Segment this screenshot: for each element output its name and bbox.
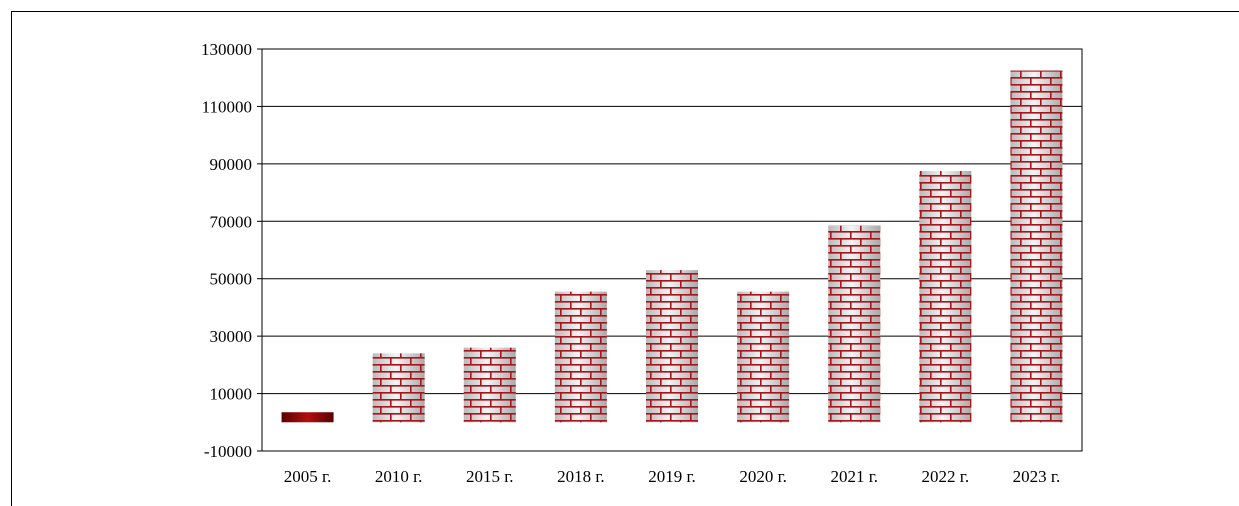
y-tick-label: 10000	[210, 385, 253, 404]
bar	[1010, 70, 1063, 423]
bar-brick-texture	[919, 171, 972, 423]
x-tick-label: 2020 г.	[739, 467, 787, 486]
y-tick-label: 30000	[210, 327, 253, 346]
bar-brick-texture	[646, 270, 698, 423]
y-tick-label: -10000	[204, 442, 252, 461]
plot-area-border	[261, 48, 1083, 452]
y-axis-labels: -10000 10000 30000 50000 70000 90000 110000 130…	[201, 40, 252, 461]
axes	[257, 48, 1083, 452]
y-tick-label: 50000	[210, 270, 253, 289]
bar	[372, 353, 425, 423]
x-tick-label: 2022 г.	[922, 467, 970, 486]
bar	[919, 171, 972, 423]
bar-brick-texture	[737, 291, 790, 423]
x-tick-label: 2021 г.	[830, 467, 878, 486]
y-tick-label: 70000	[210, 212, 253, 231]
bar	[463, 347, 516, 423]
bar	[646, 270, 698, 423]
bar-body	[281, 412, 334, 423]
x-tick-label: 2019 г.	[648, 467, 696, 486]
bar-brick-texture	[1010, 70, 1063, 423]
bar-brick-texture	[828, 225, 881, 423]
chart-frame	[11, 11, 1239, 506]
bar-brick-texture	[463, 347, 516, 423]
bar	[554, 291, 607, 423]
x-tick-label: 2010 г.	[375, 467, 423, 486]
x-tick-label: 2023 г.	[1013, 467, 1061, 486]
bar	[281, 412, 334, 423]
bar-brick-texture	[372, 353, 425, 423]
x-tick-label: 2018 г.	[557, 467, 605, 486]
bar-brick-texture	[554, 291, 607, 423]
x-tick-label: 2005 г.	[284, 467, 332, 486]
y-tick-label: 110000	[202, 97, 252, 116]
y-tick-label: 130000	[201, 40, 252, 59]
bar	[737, 291, 790, 423]
x-axis-labels: 2005 г. 2010 г. 2015 г. 2018 г. 2019 г. 2020 …	[284, 467, 1060, 486]
y-tick-label: 90000	[210, 155, 253, 174]
bar	[828, 225, 881, 423]
x-tick-label: 2015 г.	[466, 467, 514, 486]
bars	[281, 70, 1063, 423]
